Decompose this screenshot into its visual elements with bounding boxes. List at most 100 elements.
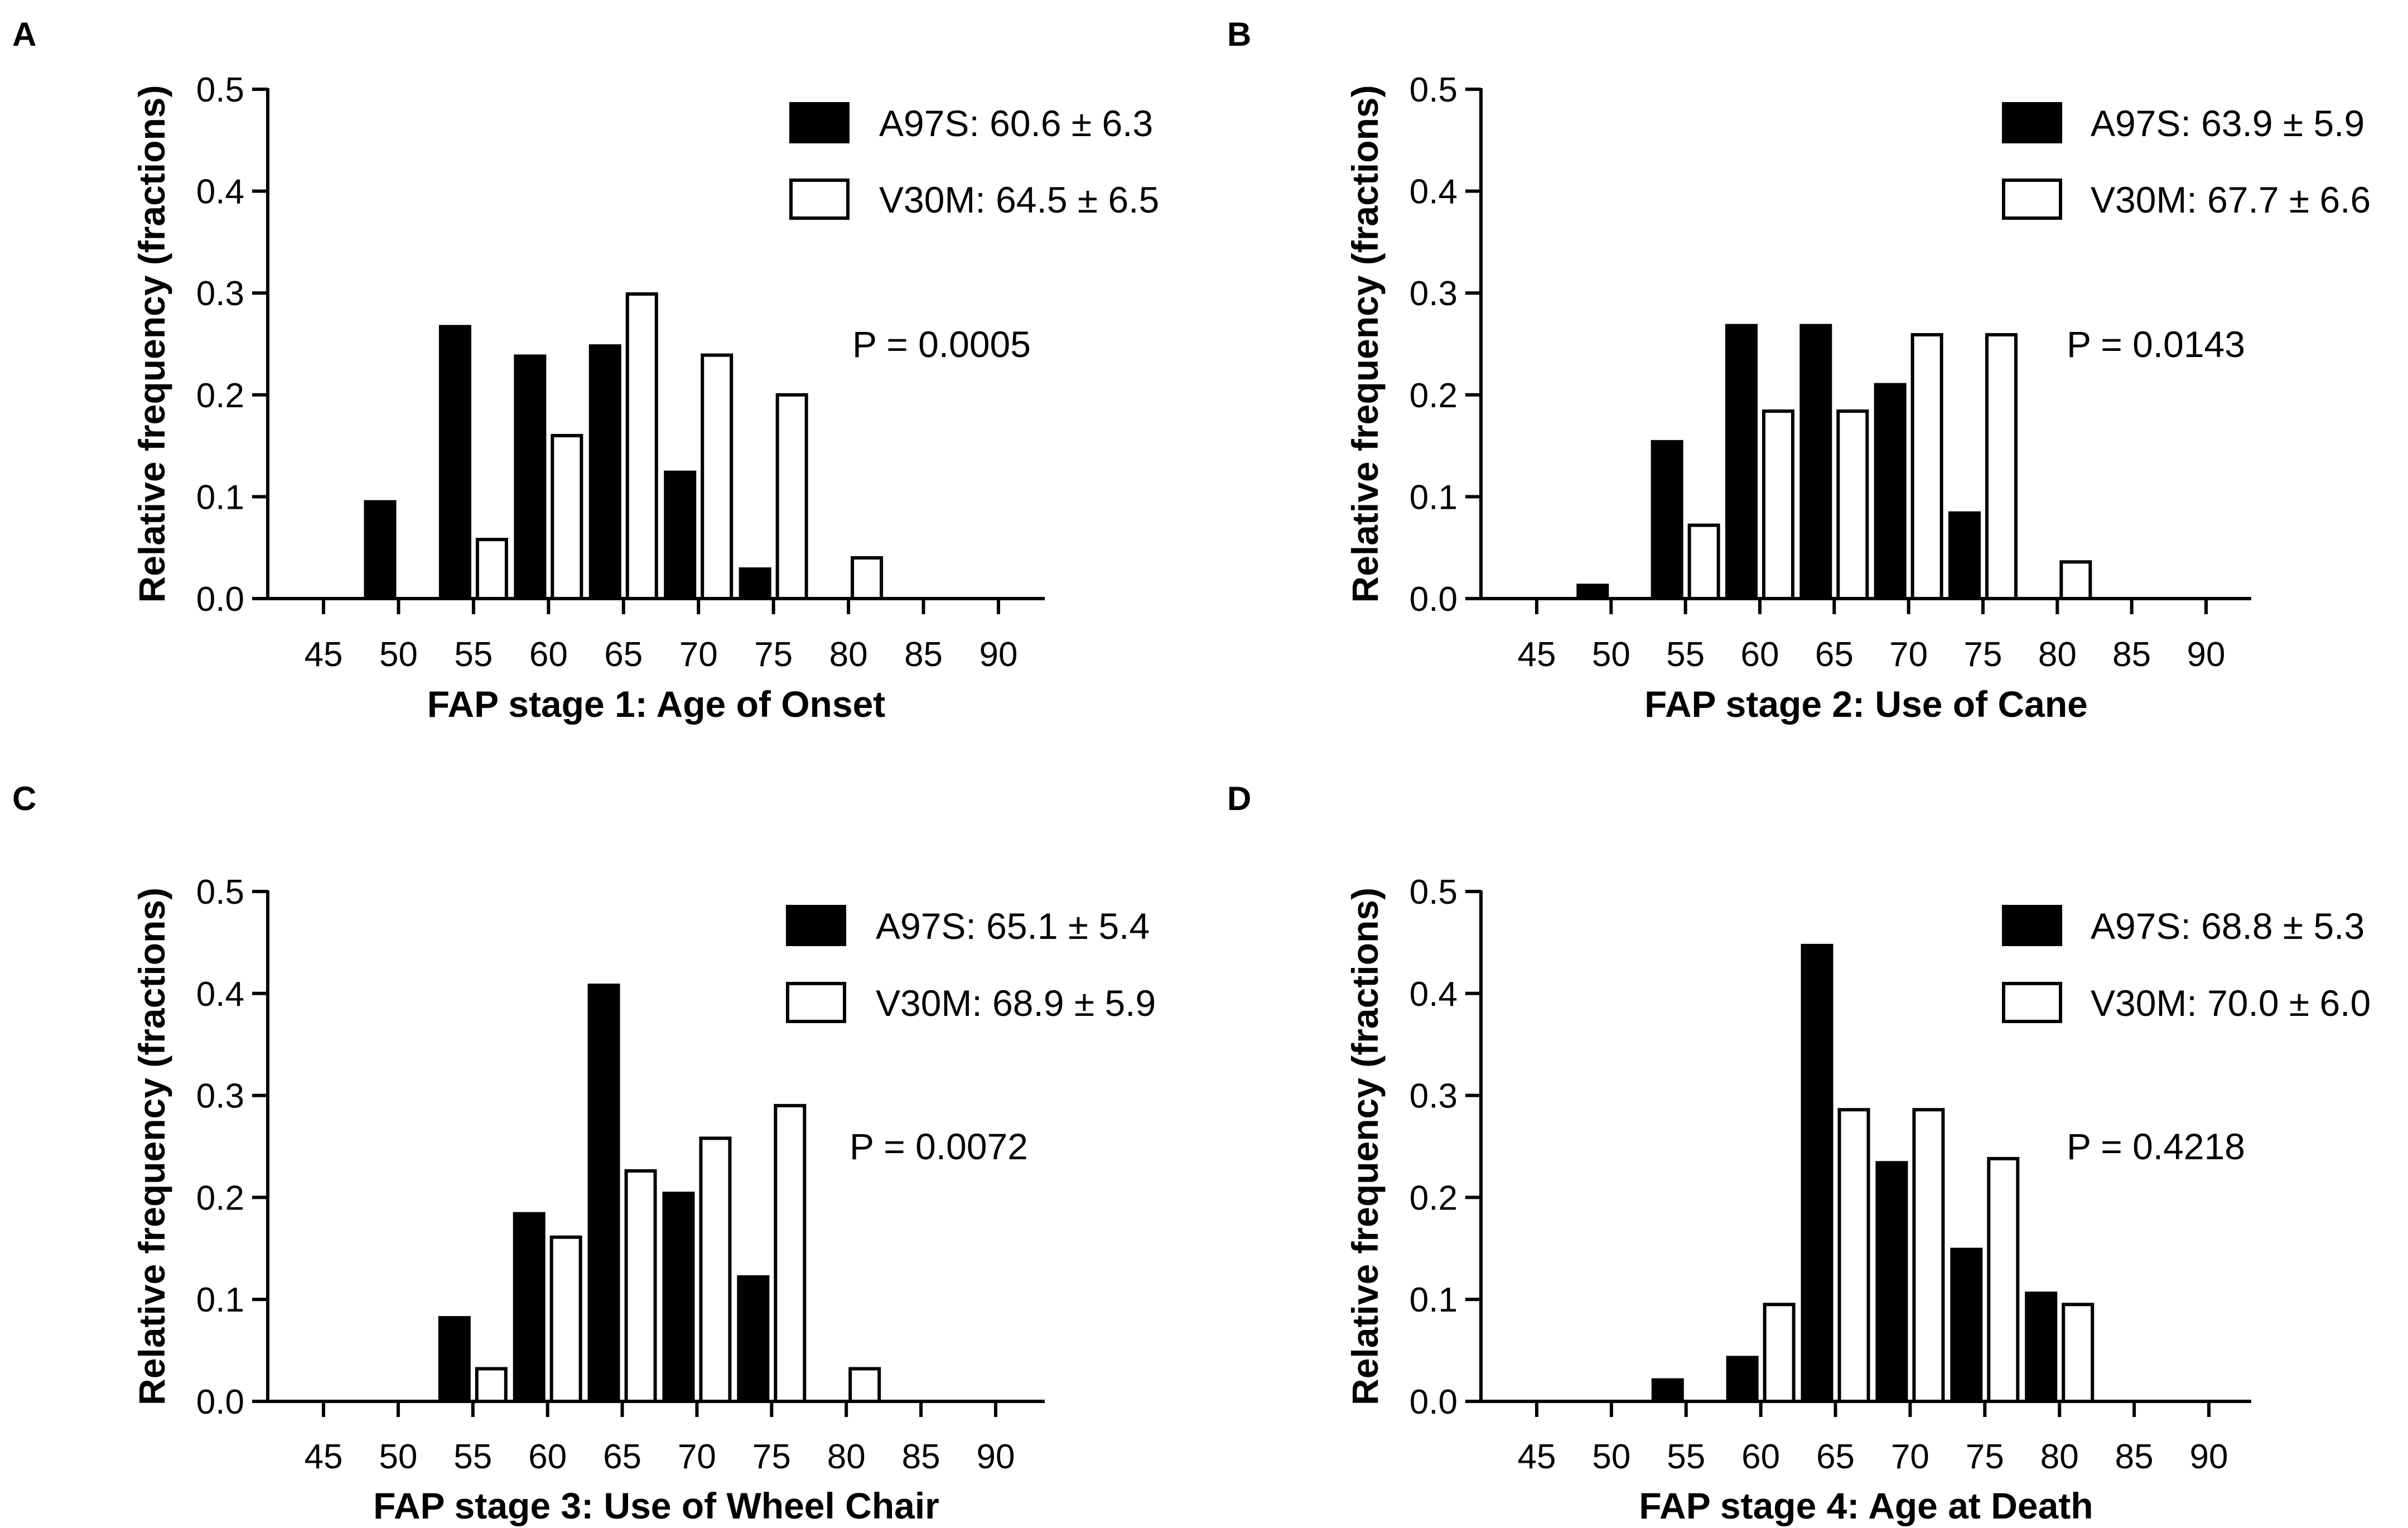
bar-a97s-70: [1875, 1161, 1908, 1404]
bar-v30m-55: [1687, 523, 1720, 601]
bar-a97s-70: [662, 1192, 695, 1403]
x-tick-label: 90: [2187, 635, 2226, 674]
x-tick-label: 60: [529, 635, 568, 674]
x-tick-label: 80: [2038, 635, 2077, 674]
panel-letter: B: [1227, 16, 1251, 53]
legend-label-a97s: A97S: 65.1 ± 5.4: [876, 905, 1150, 947]
y-tick-label: 0.4: [1410, 173, 1458, 211]
bar-v30m-80: [851, 556, 884, 601]
x-tick-label: 80: [829, 635, 868, 674]
x-tick-label: 70: [1891, 1438, 1929, 1476]
x-tick-label: 55: [453, 1438, 492, 1476]
x-tick-label: 65: [603, 1438, 641, 1476]
p-value-annotation: P = 0.4218: [2067, 1126, 2245, 1167]
x-tick-label: 50: [379, 1438, 417, 1476]
bar-a97s-65: [1801, 943, 1833, 1404]
bar-a97s-50: [1576, 584, 1609, 600]
bar-v30m-60: [549, 1235, 582, 1403]
p-value-annotation: P = 0.0005: [852, 324, 1031, 365]
p-value-annotation: P = 0.0143: [2067, 324, 2245, 365]
bar-v30m-60: [1763, 1303, 1796, 1404]
bar-a97s-70: [664, 470, 697, 600]
bar-a97s-65: [587, 984, 620, 1403]
bar-v30m-75: [1987, 1156, 2020, 1404]
bar-a97s-80: [2025, 1291, 2058, 1403]
y-tick-label: 0.4: [196, 173, 244, 211]
legend-label-v30m: V30M: 64.5 ± 6.5: [879, 179, 1159, 220]
bar-a97s-60: [1726, 1356, 1759, 1403]
x-tick-label: 60: [528, 1438, 567, 1476]
x-tick-label: 90: [977, 1438, 1015, 1476]
bar-a97s-75: [1948, 511, 1981, 601]
bar-v30m-60: [551, 433, 583, 601]
x-tick-label: 85: [2115, 1438, 2154, 1476]
x-tick-label: 50: [379, 635, 418, 674]
x-tick-label: 45: [1518, 1438, 1556, 1476]
y-tick-label: 0.2: [196, 1179, 244, 1217]
p-value-annotation: P = 0.0072: [850, 1126, 1028, 1167]
bar-v30m-65: [1836, 409, 1869, 600]
legend-label-v30m: V30M: 68.9 ± 5.9: [876, 982, 1156, 1024]
x-tick-label: 70: [1889, 635, 1928, 674]
legend-label-a97s: A97S: 63.9 ± 5.9: [2091, 103, 2364, 144]
bar-a97s-55: [438, 1316, 471, 1403]
y-tick-label: 0.2: [196, 377, 244, 415]
y-tick-label: 0.0: [196, 1383, 244, 1421]
bar-v30m-70: [699, 1136, 732, 1403]
bar-v30m-75: [1985, 333, 2018, 600]
legend-swatch-v30m: [789, 179, 850, 220]
bar-v30m-80: [848, 1367, 881, 1403]
bar-a97s-75: [737, 1275, 770, 1403]
chart-panel-c: C 0.0 0.1 0.2 0.3 0.4 0.5 45 50 55 60 65 70 75 80 85 90 R…: [12, 780, 1156, 1526]
x-tick-label: 70: [679, 635, 718, 674]
bar-a97s-60: [513, 1212, 546, 1403]
legend-swatch-a97s: [2002, 102, 2062, 143]
y-tick-label: 0.3: [1410, 274, 1458, 313]
x-tick-label: 90: [979, 635, 1018, 674]
bar-v30m-65: [625, 292, 658, 600]
bar-a97s-75: [1950, 1247, 1983, 1403]
y-tick-label: 0.0: [196, 580, 244, 619]
x-tick-label: 60: [1741, 1438, 1780, 1476]
y-tick-label: 0.5: [1410, 873, 1458, 912]
bar-v30m-65: [624, 1169, 657, 1404]
x-tick-label: 90: [2190, 1438, 2228, 1476]
bar-v30m-55: [475, 1367, 508, 1403]
x-axis-title: FAP stage 3: Use of Wheel Chair: [373, 1485, 939, 1526]
bar-a97s-65: [1799, 324, 1832, 601]
bar-a97s-75: [739, 567, 771, 601]
panel-letter: A: [12, 16, 36, 53]
legend-swatch-a97s: [2002, 905, 2062, 946]
y-tick-label: 0.1: [196, 1281, 244, 1319]
x-tick-label: 75: [1966, 1438, 2004, 1476]
x-tick-label: 85: [2112, 635, 2151, 674]
x-axis-title: FAP stage 4: Age at Death: [1639, 1485, 2093, 1526]
chart-panel-a: A 0.0 0.1 0.2 0.3 0.4 0.5 45 50 55 60 65 70 75 80 85 90 R…: [12, 16, 1159, 725]
x-tick-label: 80: [2040, 1438, 2079, 1476]
bar-a97s-60: [1725, 324, 1758, 601]
x-tick-label: 55: [1666, 635, 1705, 674]
x-tick-label: 45: [1518, 635, 1556, 674]
x-tick-label: 85: [904, 635, 943, 674]
x-tick-label: 65: [604, 635, 643, 674]
chart-panel-d: D 0.0 0.1 0.2 0.3 0.4 0.5 45 50 55 60 65 70 75 80 85 90 R…: [1227, 780, 2371, 1526]
legend-label-a97s: A97S: 68.8 ± 5.3: [2091, 905, 2364, 947]
x-tick-label: 75: [754, 635, 793, 674]
x-axis-title: FAP stage 1: Age of Onset: [427, 683, 886, 725]
y-tick-label: 0.5: [196, 873, 244, 912]
legend-swatch-a97s: [786, 905, 846, 946]
y-axis-title: Relative frequency (fractions): [1344, 85, 1386, 603]
y-axis-title: Relative frequency (fractions): [131, 888, 172, 1405]
x-tick-label: 75: [1964, 635, 2002, 674]
bar-v30m-70: [1910, 333, 1943, 600]
bar-v30m-80: [2059, 560, 2092, 600]
panel-letter: C: [12, 780, 36, 817]
y-axis-title: Relative frequency (fractions): [1344, 888, 1386, 1405]
bar-v30m-75: [774, 1103, 807, 1403]
x-tick-label: 80: [827, 1438, 866, 1476]
y-axis-title: Relative frequency (fractions): [131, 85, 172, 603]
y-tick-label: 0.3: [1410, 1077, 1458, 1116]
x-tick-label: 65: [1816, 1438, 1855, 1476]
bar-a97s-55: [438, 325, 471, 600]
